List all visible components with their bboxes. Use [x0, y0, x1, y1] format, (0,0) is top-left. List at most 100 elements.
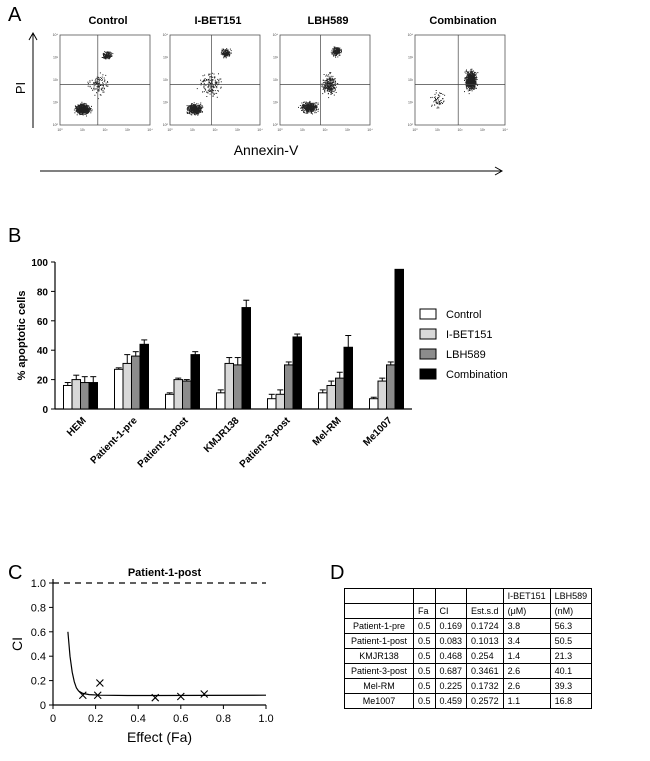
- flow-event-dot: [331, 52, 333, 54]
- flow-event-dot: [204, 87, 206, 89]
- flow-event-dot: [470, 86, 472, 88]
- flow-event-dot: [229, 48, 231, 50]
- flow-event-dot: [468, 82, 470, 84]
- flow-event-dot: [330, 89, 332, 91]
- flow-event-dot: [230, 52, 232, 54]
- flow-event-dot: [73, 109, 75, 111]
- flow-event-dot: [465, 81, 467, 83]
- flow-event-dot: [333, 46, 335, 48]
- flow-event-dot: [190, 108, 192, 110]
- flow-event-dot: [305, 112, 307, 114]
- flow-event-dot: [196, 103, 197, 105]
- flow-event-dot: [79, 104, 81, 106]
- flow-event-dot: [470, 70, 472, 72]
- annexin-axis-label: Annexin-V: [234, 142, 299, 158]
- flow-event-dot: [224, 52, 226, 54]
- flow-event-dot: [97, 98, 99, 100]
- bar-lbh589: [233, 364, 243, 410]
- table-cell: 0.5: [413, 663, 436, 679]
- flow-event-dot: [193, 106, 195, 108]
- flow-event-dot: [473, 80, 475, 82]
- flow-event-dot: [338, 49, 339, 51]
- flow-event-dot: [94, 84, 96, 86]
- table-cell: 0.254: [466, 648, 504, 664]
- flow-event-dot: [216, 85, 218, 87]
- flow-event-dot: [434, 96, 436, 98]
- flow-event-dot: [211, 79, 213, 81]
- flow-event-dot: [83, 107, 85, 109]
- flow-event-dot: [324, 90, 326, 92]
- flow-event-dot: [105, 74, 107, 76]
- flow-event-dot: [95, 78, 97, 80]
- flow-event-dot: [468, 85, 470, 87]
- flow-event-dot: [80, 106, 82, 108]
- flow-event-dot: [98, 90, 100, 92]
- flow-event-dot: [229, 55, 230, 57]
- flow-event-dot: [104, 53, 106, 55]
- flow-event-dot: [333, 54, 335, 56]
- flow-event-dot: [106, 51, 108, 53]
- flow-event-dot: [226, 53, 228, 55]
- ci-x-tick-label: 0.2: [88, 713, 103, 725]
- flow-event-dot: [225, 56, 227, 58]
- flow-event-dot: [227, 53, 229, 55]
- flow-event-dot: [192, 111, 194, 113]
- flow-y-tick-label: 10²: [53, 78, 59, 82]
- flow-event-dot: [102, 82, 103, 84]
- flow-event-dot: [225, 55, 227, 56]
- flow-event-dot: [82, 112, 84, 114]
- flow-event-dot: [84, 105, 86, 107]
- flow-event-dot: [87, 109, 89, 111]
- flow-event-dot: [207, 92, 209, 94]
- flow-y-tick-label: 10⁴: [273, 33, 279, 37]
- flow-event-dot: [471, 86, 473, 88]
- ci-y-tick-label: 0: [40, 700, 46, 712]
- flow-event-dot: [110, 56, 112, 57]
- flow-event-dot: [198, 104, 200, 106]
- flow-event-dot: [472, 77, 474, 79]
- flow-event-dot: [474, 87, 475, 89]
- flow-event-dot: [224, 54, 225, 55]
- flow-event-dot: [84, 106, 86, 108]
- flow-event-dot: [312, 106, 314, 108]
- flow-event-dot: [112, 53, 114, 55]
- flow-event-dot: [105, 57, 107, 59]
- bar-i-bet151: [275, 393, 285, 410]
- flow-event-dot: [92, 89, 93, 91]
- flow-event-dot: [334, 48, 336, 50]
- flow-event-dot: [435, 100, 437, 102]
- flow-event-dot: [192, 106, 194, 108]
- table-cell: 0.3461: [466, 663, 504, 679]
- flow-event-dot: [331, 53, 333, 55]
- flow-event-dot: [221, 48, 223, 50]
- flow-event-dot: [79, 105, 80, 107]
- flow-event-dot: [212, 93, 214, 95]
- flow-event-dot: [104, 80, 106, 82]
- flow-event-dot: [191, 104, 193, 106]
- flow-plot-title: I-BET151: [194, 15, 241, 27]
- table-cell: [413, 588, 436, 604]
- flow-y-tick-label: 10⁰: [163, 123, 169, 127]
- table-row: Mel-RM 0.5 0.225 0.1732 2.6 39.3: [344, 678, 593, 694]
- flow-event-dot: [86, 110, 88, 112]
- flow-event-dot: [109, 54, 111, 56]
- flow-event-dot: [87, 105, 89, 107]
- flow-event-dot: [86, 104, 88, 106]
- flow-event-dot: [228, 51, 230, 53]
- flow-x-tick-label: 10⁴: [502, 128, 508, 132]
- flow-event-dot: [302, 109, 304, 110]
- flow-event-dot: [91, 110, 93, 112]
- flow-event-dot: [468, 80, 470, 82]
- flow-event-dot: [191, 103, 193, 104]
- flow-event-dot: [327, 78, 328, 80]
- table-cell: 0.687: [434, 663, 468, 679]
- flow-event-dot: [191, 105, 193, 107]
- flow-event-dot: [300, 107, 302, 109]
- flow-event-dot: [193, 102, 195, 104]
- flow-event-dot: [474, 71, 476, 73]
- flow-event-dot: [96, 92, 97, 94]
- flow-event-dot: [314, 106, 316, 108]
- flow-event-dot: [330, 75, 332, 77]
- flow-event-dot: [96, 77, 98, 79]
